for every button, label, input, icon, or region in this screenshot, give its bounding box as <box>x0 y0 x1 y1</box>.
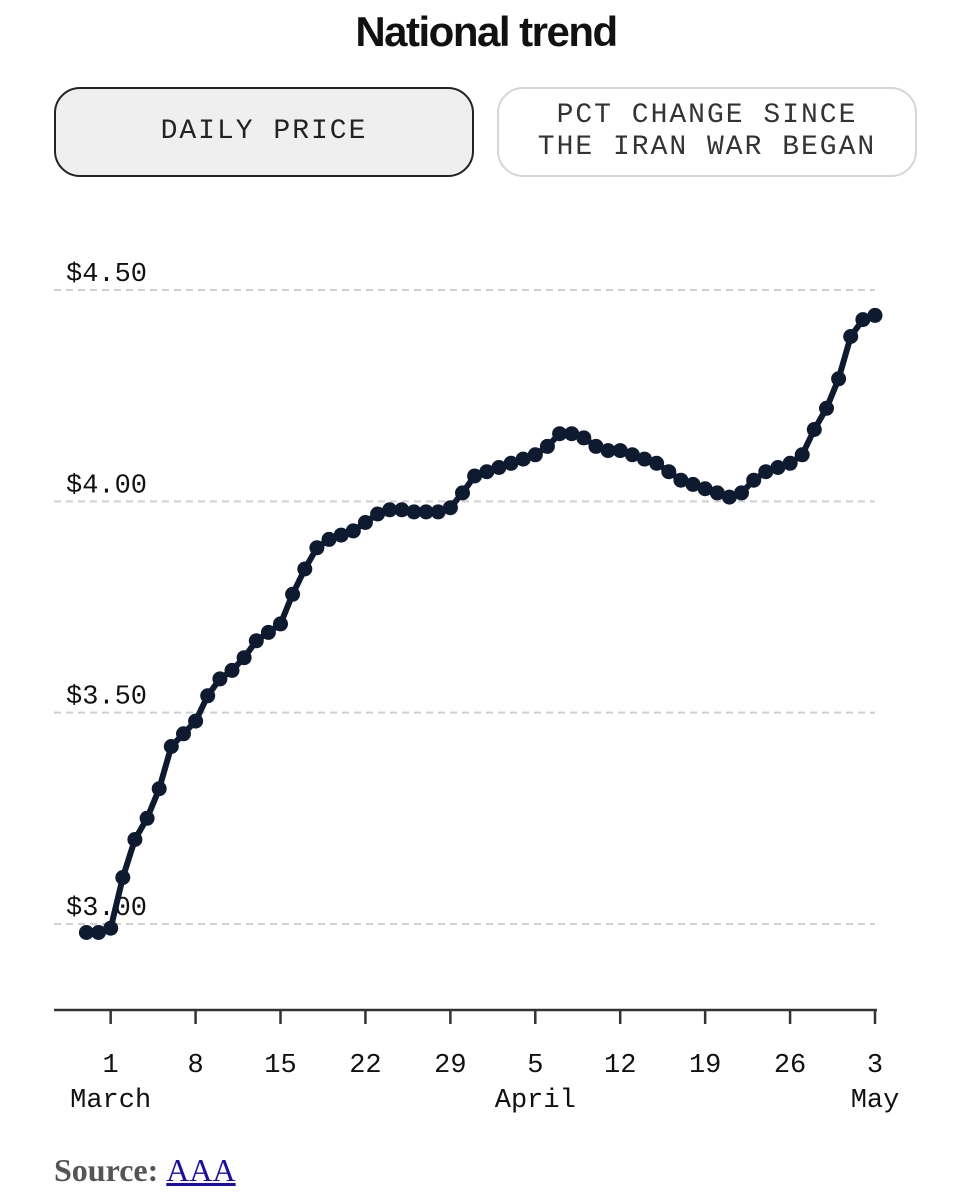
data-point <box>236 650 252 666</box>
chart-title: National trend <box>355 8 618 55</box>
data-point <box>176 726 191 742</box>
data-point <box>843 329 859 344</box>
data-point <box>539 438 555 454</box>
data-point <box>345 523 361 539</box>
data-point <box>200 688 216 704</box>
x-tick-label: 1 <box>103 1051 119 1081</box>
data-point <box>430 504 446 520</box>
x-tick-label: 3 <box>867 1051 883 1081</box>
data-point <box>212 671 228 687</box>
data-point <box>503 455 519 471</box>
data-point <box>819 400 834 416</box>
x-tick-label: 19 <box>689 1051 721 1081</box>
data-point <box>139 810 155 826</box>
data-point <box>527 447 543 463</box>
x-tick-label: 15 <box>264 1051 296 1081</box>
price-line-chart: $3.00 $3.50 $4.00 $4.50 1 March 8 15 22 29 5 April… <box>54 260 899 1116</box>
data-point <box>721 489 737 505</box>
price-line <box>83 312 878 936</box>
data-point <box>248 633 264 649</box>
data-point <box>491 460 507 475</box>
data-point <box>515 451 531 467</box>
data-point <box>770 460 786 475</box>
data-point <box>260 624 276 640</box>
data-point <box>297 561 313 577</box>
data-point <box>552 426 568 442</box>
data-point <box>382 502 398 518</box>
data-point <box>782 455 798 471</box>
data-point <box>163 739 179 754</box>
y-axis-ticks: $3.00 $3.50 $4.00 $4.50 <box>66 260 147 924</box>
data-point <box>309 540 325 556</box>
data-point <box>418 504 434 520</box>
data-point <box>127 832 143 847</box>
data-point <box>370 506 386 522</box>
y-tick-label: $3.00 <box>66 894 147 924</box>
x-tick-label: 5 <box>527 1051 543 1081</box>
data-point <box>224 662 240 678</box>
data-point <box>151 781 167 797</box>
data-point <box>758 464 774 480</box>
x-tick-label: 12 <box>604 1051 636 1081</box>
daily-price-toggle[interactable]: DAILY PRICE <box>54 87 474 177</box>
data-point <box>321 531 337 547</box>
data-point <box>188 713 204 729</box>
x-month-label: April <box>495 1086 576 1116</box>
data-point <box>285 586 301 602</box>
data-point <box>673 472 689 488</box>
data-point <box>734 485 749 501</box>
data-point <box>91 925 106 940</box>
data-point <box>612 443 628 459</box>
data-point <box>455 485 470 501</box>
data-point <box>115 870 131 885</box>
y-tick-label: $4.00 <box>66 471 147 501</box>
data-point <box>697 481 713 497</box>
data-point <box>649 455 665 471</box>
data-point <box>867 307 883 323</box>
data-point <box>357 515 373 530</box>
price-series <box>78 307 883 940</box>
gridlines <box>54 289 875 925</box>
data-point <box>394 502 410 518</box>
data-point <box>831 371 847 387</box>
x-month-label: March <box>70 1086 151 1116</box>
data-point <box>661 464 677 480</box>
data-point <box>855 312 871 328</box>
data-point <box>406 504 422 520</box>
data-point <box>467 468 483 484</box>
x-axis-ticks: 1 March 8 15 22 29 5 April 12 19 26 3 May <box>70 1010 899 1116</box>
data-point <box>794 447 810 463</box>
data-point <box>333 527 349 543</box>
pct-change-toggle-label: PCT CHANGE SINCE THE IRAN WAR BEGAN <box>537 100 877 163</box>
pct-change-toggle[interactable]: PCT CHANGE SINCE THE IRAN WAR BEGAN <box>497 87 917 177</box>
data-point <box>709 485 725 501</box>
data-point <box>685 476 701 492</box>
source-link[interactable]: AAA <box>166 1152 236 1188</box>
data-point <box>442 500 458 516</box>
source-label: Source: <box>54 1152 159 1188</box>
y-tick-label: $3.50 <box>66 683 147 713</box>
daily-price-toggle-label: DAILY PRICE <box>160 116 368 147</box>
data-point <box>637 451 652 467</box>
x-month-label: May <box>851 1086 900 1116</box>
data-point <box>78 925 94 940</box>
data-point <box>103 920 119 936</box>
data-point <box>600 443 616 459</box>
source-note: Source: AAA <box>54 1152 236 1189</box>
x-tick-label: 22 <box>349 1051 381 1081</box>
data-point <box>624 447 640 463</box>
data-point <box>588 438 604 454</box>
data-point <box>746 472 762 488</box>
x-tick-label: 26 <box>774 1051 806 1081</box>
data-point <box>806 422 822 437</box>
data-point <box>576 430 592 446</box>
data-point <box>564 426 580 442</box>
y-tick-label: $4.50 <box>66 260 147 290</box>
data-point <box>273 616 288 632</box>
x-tick-label: 8 <box>187 1051 203 1081</box>
data-point <box>479 464 495 480</box>
x-tick-label: 29 <box>434 1051 466 1081</box>
